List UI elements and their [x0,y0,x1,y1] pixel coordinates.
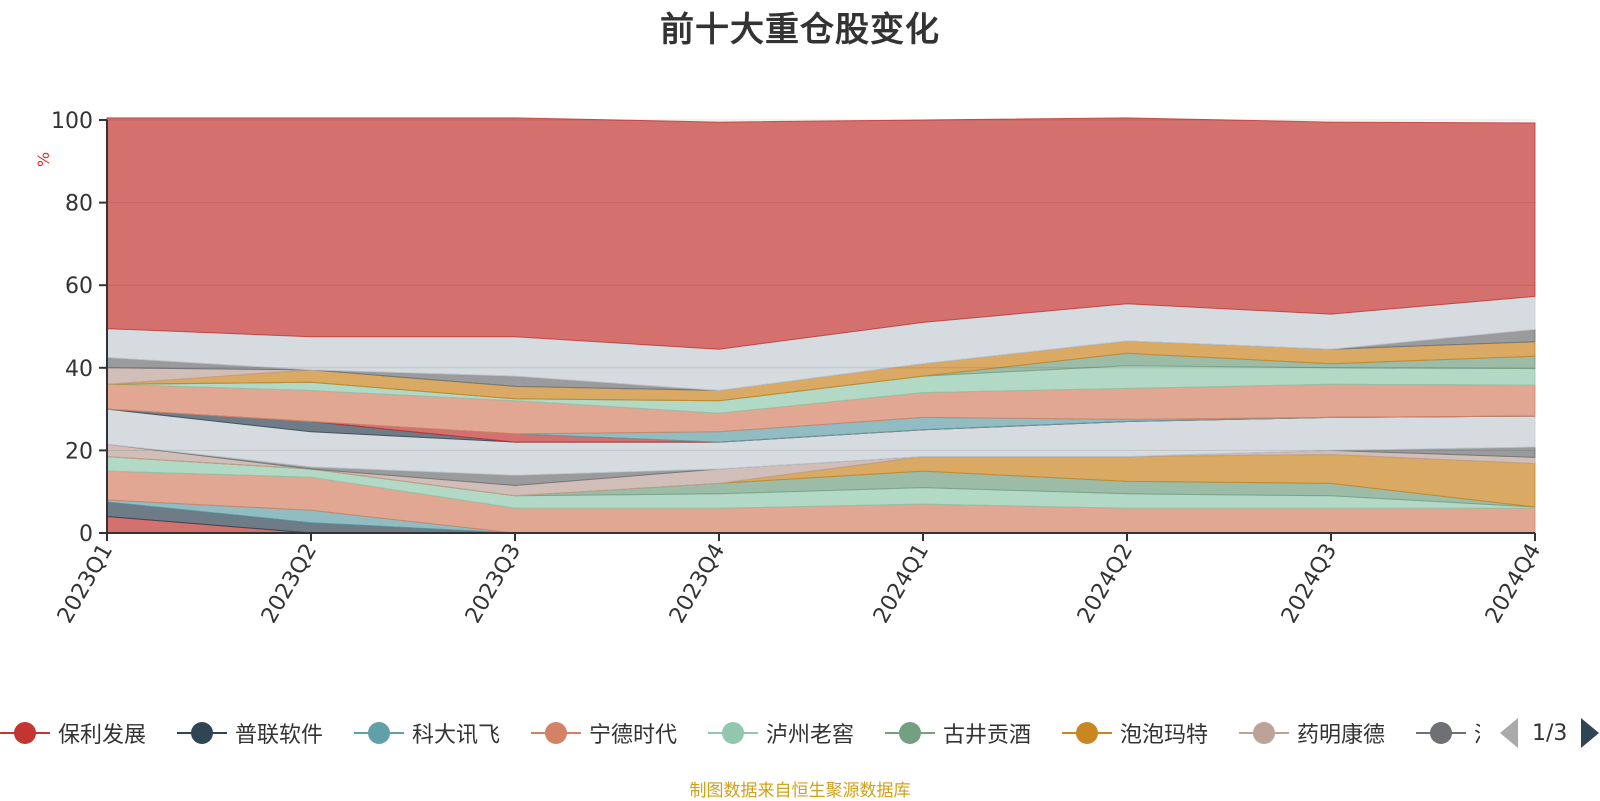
y-tick-label: 40 [65,357,93,382]
area-series-band-20[interactable] [106,117,1536,350]
area-series-group [106,117,1536,534]
y-axis-unit-label: % [34,151,54,168]
legend-label: 科大讯飞 [412,723,501,748]
legend-item[interactable]: 药明康德 [1239,708,1385,758]
x-tick-label: 2024Q3 [1277,540,1342,628]
legend: 保利发展 普联软件 科大讯飞 宁德时代 泸州老窖 古井贡酒 泡泡玛特 药明康德 泸 1/3 [0,708,1600,758]
legend-marker-icon [885,719,935,747]
y-tick-label: 60 [65,274,93,299]
x-tick-label: 2023Q3 [461,540,526,628]
legend-item[interactable]: 泡泡玛特 [1062,708,1208,758]
legend-item[interactable]: 普联软件 [177,708,323,758]
legend-item[interactable]: 科大讯飞 [354,708,500,758]
legend-page-indicator: 1/3 [1532,720,1568,746]
legend-marker-icon [177,719,227,747]
x-tick-label: 2023Q1 [53,540,118,628]
legend-item[interactable]: 泸 [1416,708,1480,758]
y-tick-label: 20 [65,439,93,464]
legend-label: 古井贡酒 [943,723,1032,748]
legend-marker-icon [1239,719,1289,747]
gridlines [107,119,1535,451]
legend-next-page-button[interactable] [1581,718,1600,748]
y-tick-label: 80 [65,192,93,217]
x-tick-label: 2023Q4 [665,540,730,628]
x-tick-label: 2024Q1 [869,540,934,628]
legend-label: 宁德时代 [589,723,678,748]
x-tick-label: 2024Q4 [1481,540,1546,628]
legend-label: 保利发展 [58,723,147,748]
legend-items-container: 保利发展 普联软件 科大讯飞 宁德时代 泸州老窖 古井贡酒 泡泡玛特 药明康德 泸 [0,708,1480,758]
legend-pager: 1/3 [1500,708,1600,758]
legend-label: 药明康德 [1297,723,1386,748]
x-tick-label: 2023Q2 [257,540,322,628]
legend-marker-icon [1062,719,1112,747]
legend-item[interactable]: 宁德时代 [531,708,677,758]
legend-label: 泡泡玛特 [1120,723,1209,748]
legend-item[interactable]: 古井贡酒 [885,708,1031,758]
legend-label: 普联软件 [235,723,324,748]
x-tick-label: 2024Q2 [1073,540,1138,628]
legend-marker-icon [0,719,50,747]
chart-title: 前十大重仓股变化 [660,10,940,50]
legend-marker-icon [354,719,404,747]
legend-marker-icon [531,719,581,747]
legend-item[interactable]: 保利发展 [0,708,146,758]
source-note: 制图数据来自恒生聚源数据库 [689,781,911,801]
y-tick-label: 0 [79,522,93,547]
legend-label: 泸州老窖 [766,723,855,748]
legend-prev-page-button[interactable] [1500,718,1518,748]
legend-marker-icon [1416,719,1466,747]
legend-marker-icon [708,719,758,747]
y-tick-label: 100 [51,109,93,134]
legend-item[interactable]: 泸州老窖 [708,708,854,758]
legend-label: 泸 [1474,717,1480,749]
